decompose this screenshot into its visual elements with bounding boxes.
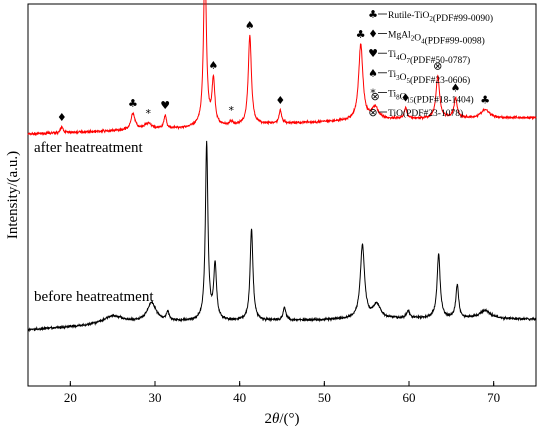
peak-marker: ♦	[57, 111, 67, 124]
series-line-0	[27, 0, 537, 137]
y-axis-title: Intensity/(a.u.)	[5, 151, 21, 239]
x-axis-title-prefix: 2	[264, 411, 272, 427]
x-tick-label: 70	[487, 390, 500, 405]
x-tick-label: 40	[233, 390, 246, 405]
legend-entry: Ti8O15(PDF#18-1404)	[388, 89, 474, 105]
x-axis-title-unit: /(°)	[279, 411, 299, 427]
legend-symbol: *	[370, 86, 376, 99]
peak-marker: ♦	[275, 94, 285, 107]
x-axis-ticks: 20 30 40 50 60 70	[64, 381, 500, 405]
peak-marker: *	[145, 107, 151, 120]
xrd-curves	[27, 0, 537, 333]
x-tick-label: 60	[403, 390, 416, 405]
x-tick-label: 20	[64, 390, 77, 405]
series-line-1	[27, 140, 537, 333]
legend-symbol: ♣	[368, 8, 378, 21]
legend-symbol: ♦	[368, 28, 378, 41]
legend-entry: Ti3O5(PDF#23-0606)	[388, 70, 470, 86]
peak-marker: ♦	[401, 92, 411, 105]
curve-label-before: before heatreatment	[34, 289, 154, 305]
x-tick-label: 30	[149, 390, 162, 405]
peak-marker: ♠	[208, 59, 218, 72]
legend-symbol: ♥	[368, 47, 378, 60]
legend-entry: Ti4O7(PDF#50-0787)	[388, 50, 470, 66]
plot-frame	[27, 3, 537, 387]
peak-marker: ⊗	[433, 60, 442, 73]
peak-marker: ♠	[245, 19, 255, 32]
legend-symbol: ♠	[368, 67, 378, 80]
legend-symbol: ⊗	[368, 106, 377, 119]
peak-marker: ⊗	[371, 90, 380, 103]
legend-entry: MgAl2O4(PDF#99-0098)	[388, 31, 485, 47]
peak-marker: ♣	[128, 97, 138, 110]
peak-marker: ♠	[451, 81, 461, 94]
x-tick-label: 50	[318, 390, 331, 405]
peak-marker: ♣	[480, 94, 490, 107]
peak-marker: ♣	[356, 28, 366, 41]
x-axis-title: 2θ/(°)	[264, 411, 299, 427]
peak-marker: ♥	[160, 99, 170, 112]
legend: ♣ Rutile-TiO2(PDF#99-0090) ♦ MgAl2O4(PDF#99…	[368, 8, 493, 119]
legend-entry: TiO(PDF#23-1078)	[388, 108, 463, 119]
legend-entry: Rutile-TiO2(PDF#99-0090)	[388, 11, 493, 24]
peak-markers: ♦♣*♥♠♠*♠♦♣⊗♦⊗♠♣	[57, 19, 490, 124]
curve-label-after: after heatreatment	[34, 140, 144, 156]
peak-marker: *	[228, 104, 234, 117]
x-axis-title-theta: θ	[272, 411, 280, 427]
